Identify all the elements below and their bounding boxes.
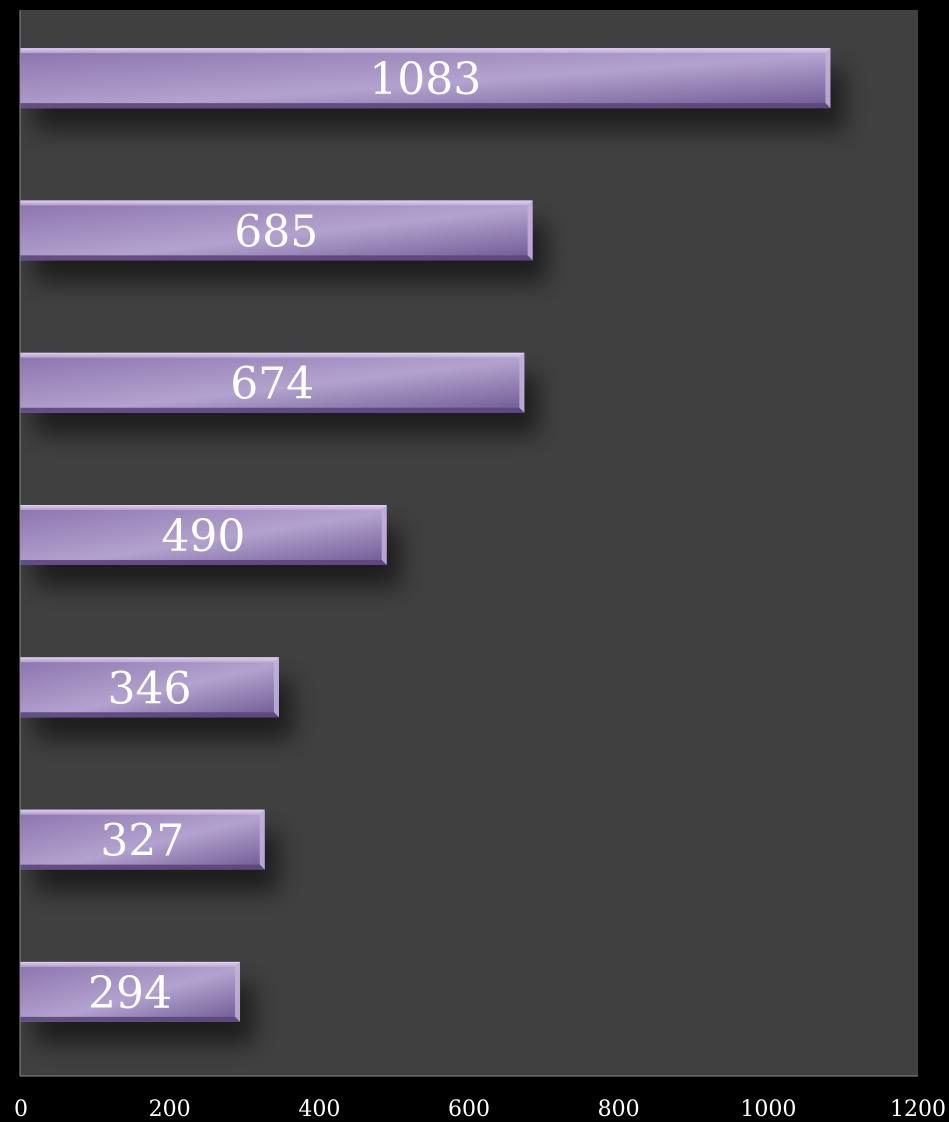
x-tick-label-200: 200 <box>149 1097 191 1122</box>
bar-bevel-top <box>20 200 533 206</box>
bar-bevel-top <box>20 48 831 54</box>
data-label-4: 490 <box>161 511 245 562</box>
bar-2 <box>20 200 533 261</box>
x-tick-label-1200: 1200 <box>890 1097 946 1122</box>
bar-bevel-right <box>259 809 265 870</box>
x-tick-label-400: 400 <box>298 1097 340 1122</box>
data-label-7: 294 <box>88 968 172 1019</box>
data-label-2: 685 <box>234 206 318 257</box>
bar-body <box>20 961 241 1022</box>
bar-1 <box>20 48 831 109</box>
bar-6 <box>20 809 265 870</box>
bar-bevel-top <box>20 809 265 815</box>
bar-body <box>20 352 525 413</box>
bar-5 <box>20 657 279 718</box>
bar-bevel-top <box>20 505 387 510</box>
data-label-3: 674 <box>230 359 314 410</box>
data-label-1: 1083 <box>369 54 481 105</box>
bar-body <box>20 809 265 870</box>
bar-body <box>20 200 533 261</box>
bar-bevel-bottom <box>20 1016 241 1022</box>
bar-bevel-top <box>20 352 525 358</box>
x-tick-label-1000: 1000 <box>740 1097 796 1122</box>
bar-bevel-bottom <box>20 712 279 718</box>
bar-body <box>20 48 831 109</box>
data-labels-layer: 1083 685 674 490 346 327 294 <box>88 54 481 1019</box>
bar-bevel-right <box>235 961 241 1022</box>
bar-bevel-bottom <box>20 560 387 565</box>
data-label-6: 327 <box>100 816 184 867</box>
bar-bevel-right <box>273 657 279 718</box>
bar-bevel-right <box>381 505 387 565</box>
bar-bevel-right <box>527 200 533 261</box>
bar-bevel-bottom <box>20 864 265 870</box>
x-axis-ticks: 0 200 400 600 800 1000 1200 <box>14 1097 946 1122</box>
bar-body <box>20 657 279 718</box>
bar-bevel-bottom <box>20 407 525 413</box>
bar-3 <box>20 352 525 413</box>
bar-4 <box>20 505 387 565</box>
bar-bevel-bottom <box>20 103 831 109</box>
x-tick-label-800: 800 <box>598 1097 640 1122</box>
bar-body <box>20 505 387 565</box>
bar-bevel-right <box>825 48 831 109</box>
bar-7 <box>20 961 241 1022</box>
bar-bevel-right <box>519 352 525 413</box>
x-tick-label-0: 0 <box>14 1097 28 1122</box>
bar-bevel-bottom <box>20 255 533 261</box>
data-label-5: 346 <box>107 663 191 714</box>
bar-bevel-top <box>20 657 279 663</box>
bar-bevel-top <box>20 961 241 967</box>
x-tick-label-600: 600 <box>448 1097 490 1122</box>
bars-layer <box>20 48 831 1022</box>
